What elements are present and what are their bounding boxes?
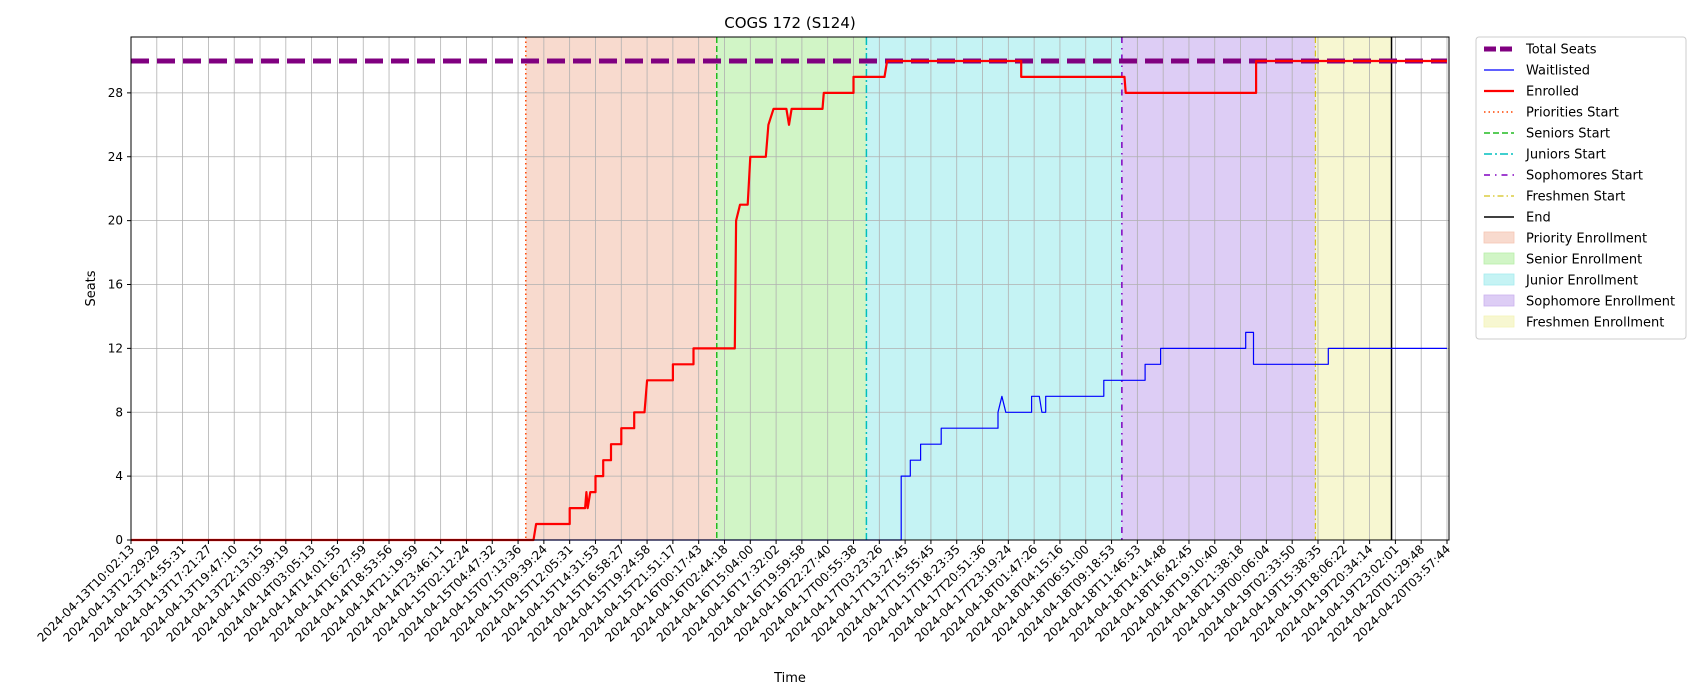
region-senior-enrollment [716, 37, 867, 540]
legend-box [1475, 36, 1687, 340]
y-tick-label: 0 [115, 533, 123, 547]
legend-item-priority-enrollment: Priority Enrollment [1483, 231, 1647, 247]
series-waitlisted [131, 331, 1447, 541]
y-tick-label: 12 [108, 341, 123, 355]
y-axis-ticks: 0 4 8 12 16 20 24 28 [108, 86, 131, 547]
series-enrolled [131, 59, 1447, 542]
y-axis-label: Seats [84, 270, 99, 306]
legend-item-freshmen-enrollment: Freshmen Enrollment [1483, 315, 1664, 331]
legend-label: Sophomore Enrollment [1526, 295, 1675, 310]
legend-item-freshmen-start: Freshmen Start [1484, 190, 1625, 205]
y-tick-label: 8 [115, 405, 123, 419]
legend-label: Priorities Start [1526, 106, 1619, 121]
chart-title: COGS 172 (S124) [724, 14, 855, 32]
y-tick-label: 28 [108, 86, 123, 100]
region-junior-enrollment [866, 37, 1122, 540]
legend-label: Sophomores Start [1526, 169, 1643, 184]
legend-item-end: End [1484, 211, 1551, 226]
legend-swatch [1483, 231, 1515, 244]
legend-item-seniors-start: Seniors Start [1484, 127, 1610, 142]
x-axis-label: Time [773, 671, 806, 686]
legend-label: Juniors Start [1525, 148, 1606, 163]
legend-item-waitlisted: Waitlisted [1484, 64, 1590, 79]
legend-item-juniors-start: Juniors Start [1484, 148, 1606, 163]
legend-swatch [1483, 315, 1515, 328]
legend-label: Freshmen Enrollment [1526, 316, 1664, 331]
legend-item-sophomores-start: Sophomores Start [1484, 169, 1643, 184]
legend-label: Freshmen Start [1526, 190, 1625, 205]
x-axis-ticks: 2024-04-13T10:02:132024-04-13T12:29:2920… [35, 540, 1453, 645]
legend-label: Senior Enrollment [1526, 253, 1642, 268]
legend-item-total-seats: Total Seats [1484, 43, 1597, 58]
legend-item-senior-enrollment: Senior Enrollment [1483, 252, 1642, 268]
legend: Total Seats Waitlisted Enrolled Priorities … [1475, 36, 1687, 340]
y-tick-label: 20 [108, 214, 123, 228]
y-tick-label: 4 [115, 469, 123, 483]
plot-frame [130, 36, 1450, 541]
region-sophomore-enrollment [1121, 37, 1316, 540]
legend-label: Junior Enrollment [1525, 274, 1638, 289]
event-lines [525, 37, 1393, 540]
grid [130, 37, 1449, 541]
legend-label: Priority Enrollment [1526, 232, 1647, 247]
y-tick-label: 16 [108, 278, 123, 292]
legend-item-sophomore-enrollment: Sophomore Enrollment [1483, 294, 1675, 310]
legend-item-enrolled: Enrolled [1484, 85, 1579, 100]
series [131, 58, 1447, 542]
legend-swatch [1483, 273, 1515, 286]
legend-item-priorities-start: Priorities Start [1484, 106, 1619, 121]
enrollment-regions [525, 37, 1392, 540]
y-tick-label: 24 [108, 150, 123, 164]
legend-item-junior-enrollment: Junior Enrollment [1483, 273, 1638, 289]
legend-label: Total Seats [1525, 43, 1597, 58]
region-freshmen-enrollment [1315, 37, 1392, 540]
legend-label: Waitlisted [1526, 64, 1590, 79]
legend-swatch [1483, 294, 1515, 307]
legend-label: Seniors Start [1526, 127, 1610, 142]
legend-swatch [1483, 252, 1515, 265]
legend-label: Enrolled [1526, 85, 1579, 100]
legend-label: End [1526, 211, 1551, 226]
